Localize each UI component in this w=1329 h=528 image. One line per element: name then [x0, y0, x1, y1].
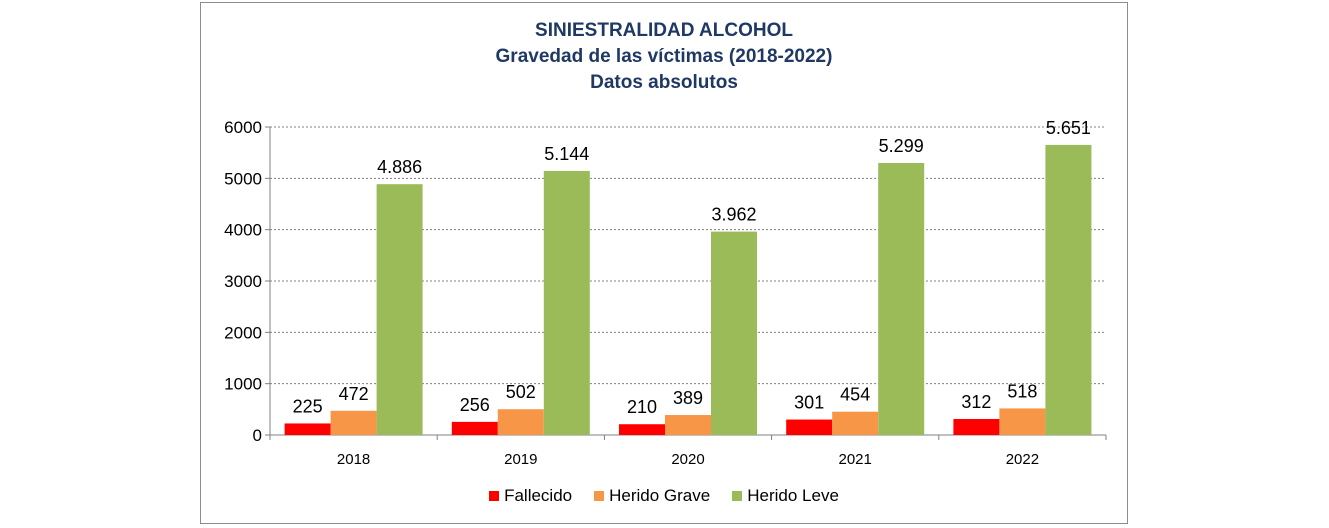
data-label: 3.962	[711, 205, 756, 225]
x-tick-label: 2018	[337, 451, 370, 468]
data-label: 225	[293, 396, 323, 416]
data-label: 389	[673, 388, 703, 408]
x-tick-label: 2022	[1006, 451, 1039, 468]
bar	[497, 409, 544, 435]
bar	[999, 408, 1046, 435]
bar	[451, 421, 498, 435]
legend-item-herido-leve: Herido Leve	[732, 486, 839, 506]
legend-item-fallecido: Fallecido	[489, 486, 572, 506]
y-tick-label: 0	[253, 426, 262, 445]
legend-swatch-herido-grave	[594, 491, 605, 501]
legend: Fallecido Herido Grave Herido Leve	[200, 486, 1128, 506]
chart-frame	[200, 2, 1128, 524]
bar	[786, 419, 833, 435]
bar	[376, 184, 423, 435]
bar	[330, 410, 377, 435]
legend-label-herido-leve: Herido Leve	[747, 486, 839, 505]
data-label: 5.299	[879, 136, 924, 156]
y-tick-label: 5000	[224, 169, 262, 188]
bar	[832, 411, 879, 435]
y-tick-label: 1000	[224, 375, 262, 394]
data-label: 4.886	[377, 157, 422, 177]
legend-label-herido-grave: Herido Grave	[609, 486, 711, 505]
data-label: 312	[961, 392, 991, 412]
bar	[619, 424, 665, 435]
legend-item-herido-grave: Herido Grave	[594, 486, 710, 506]
data-label: 454	[840, 385, 870, 405]
y-tick-label: 3000	[224, 272, 262, 291]
y-tick-label: 2000	[224, 323, 262, 342]
data-label: 5.144	[544, 144, 589, 164]
data-label: 518	[1007, 381, 1037, 401]
y-tick-label: 4000	[224, 221, 262, 240]
data-label: 5.651	[1046, 118, 1091, 138]
data-label: 256	[460, 395, 490, 415]
x-tick-label: 2021	[839, 451, 872, 468]
x-tick-label: 2019	[504, 451, 537, 468]
data-label: 210	[627, 397, 657, 417]
bar	[543, 170, 590, 435]
chart-subtitle: Gravedad de las víctimas (2018-2022)	[495, 46, 833, 67]
legend-swatch-fallecido	[489, 491, 500, 501]
legend-label-fallecido: Fallecido	[504, 486, 573, 505]
legend-swatch-herido-leve	[732, 491, 743, 501]
data-label: 472	[339, 384, 369, 404]
bar	[665, 415, 711, 435]
chart-title-block: SINIESTRALIDAD ALCOHOL Gravedad de las v…	[200, 18, 1128, 96]
bar	[878, 162, 925, 435]
bar	[953, 418, 1000, 435]
chart-subtitle-2: Datos absolutos	[590, 72, 738, 93]
bar	[711, 231, 757, 435]
data-label: 301	[794, 393, 824, 413]
chart-title: SINIESTRALIDAD ALCOHOL	[535, 20, 793, 41]
y-tick-label: 6000	[224, 118, 262, 137]
x-tick-label: 2020	[671, 451, 704, 468]
data-label: 502	[506, 382, 536, 402]
bar	[1045, 144, 1092, 435]
bar	[284, 423, 331, 435]
